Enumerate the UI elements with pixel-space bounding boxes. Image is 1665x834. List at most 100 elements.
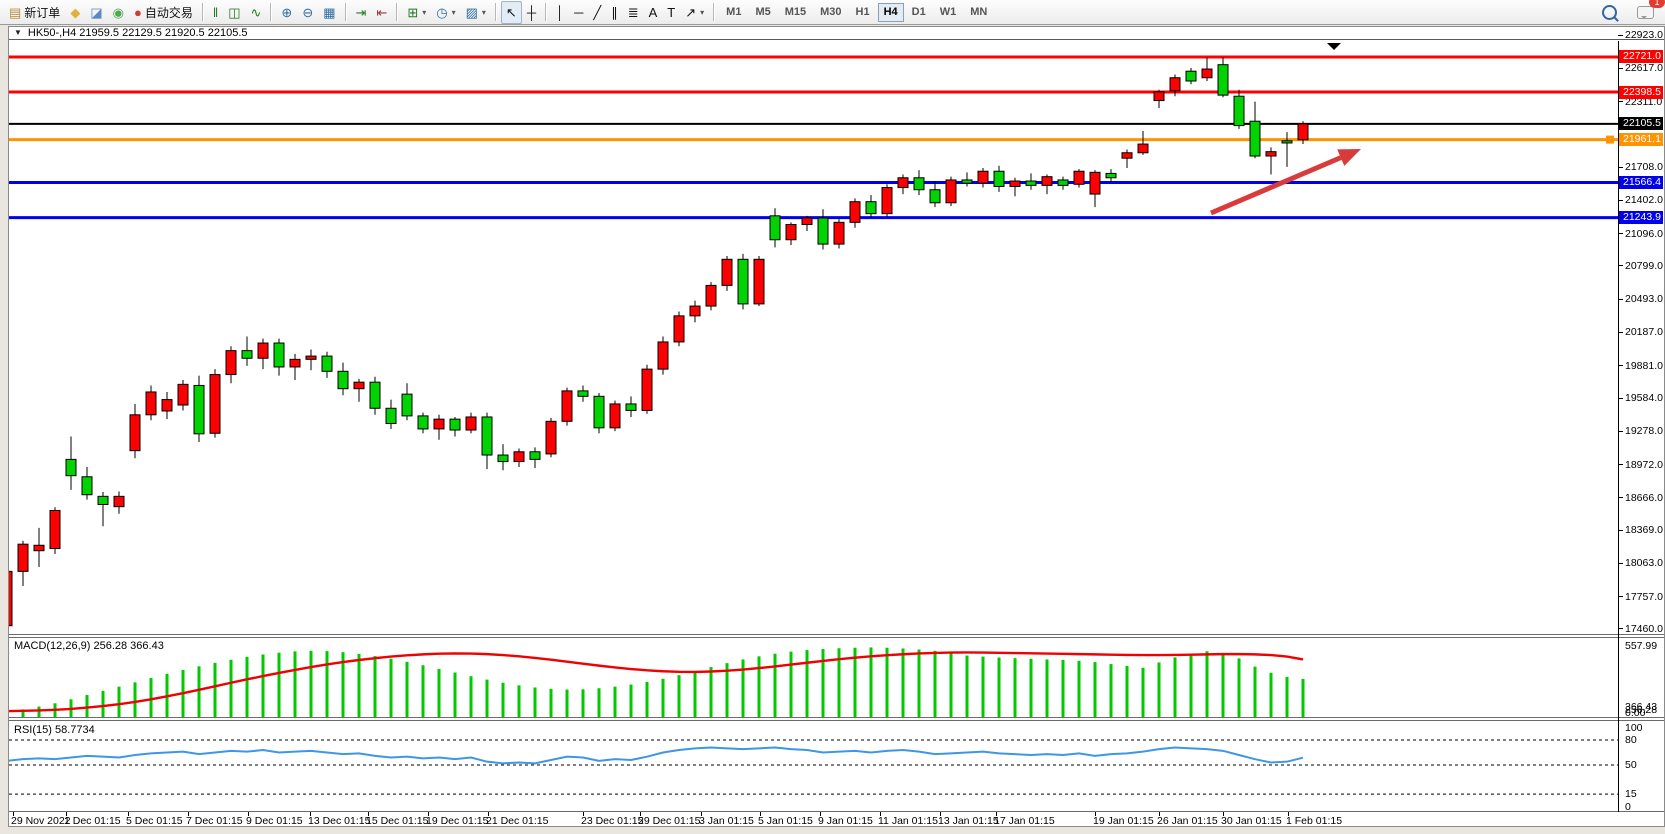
chart-shift-button[interactable]: ⇤ <box>371 1 392 24</box>
orange-line-handle[interactable] <box>1606 135 1614 144</box>
time-axis-label[interactable]: 13 Dec 01:15 <box>308 815 371 827</box>
equidistant-channel-button[interactable]: ∥ <box>606 1 623 24</box>
time-axis-label[interactable]: 21 Dec 01:15 <box>486 815 549 827</box>
time-axis-label[interactable]: 3 Jan 01:15 <box>699 815 754 827</box>
time-axis-label[interactable]: 23 Dec 01:15 <box>581 815 644 827</box>
search-button[interactable] <box>1597 1 1622 24</box>
timeframe-mn[interactable]: MN <box>970 5 988 18</box>
panel-separator[interactable] <box>9 634 1664 635</box>
templates-button[interactable]: ▨ ▾ <box>461 1 491 24</box>
trendline-button[interactable]: ╱ <box>588 1 606 24</box>
autotrading-button[interactable]: ● 自动交易 <box>129 1 198 24</box>
price-axis-label[interactable]: 20187.0 <box>1625 326 1663 339</box>
signals-button[interactable]: ◪ <box>85 1 107 24</box>
toolbar-separator <box>713 3 716 21</box>
macd-histogram-bar <box>37 706 41 717</box>
candle-down <box>929 189 941 204</box>
price-axis-label[interactable]: 21708.0 <box>1625 161 1663 174</box>
macd-histogram-bar <box>1205 651 1209 717</box>
periods-button[interactable]: ◷ ▾ <box>431 1 460 24</box>
time-axis-label[interactable]: 9 Dec 01:15 <box>246 815 303 827</box>
macd-histogram-bar <box>693 671 697 717</box>
price-axis-label[interactable]: 19584.0 <box>1625 392 1663 405</box>
time-axis-label[interactable]: 13 Jan 01:15 <box>938 815 999 827</box>
candle-up <box>1089 171 1101 195</box>
crosshair-button[interactable]: ┼ <box>522 1 541 24</box>
price-axis-tick <box>1618 529 1623 531</box>
price-axis-label[interactable]: 20799.0 <box>1625 259 1663 272</box>
price-axis-label[interactable]: 21096.0 <box>1625 227 1663 240</box>
price-axis-label[interactable]: 22923.0 <box>1625 29 1663 41</box>
candle-up <box>657 341 669 370</box>
time-axis-label[interactable]: 30 Jan 01:15 <box>1221 815 1282 827</box>
time-axis-label[interactable]: 11 Jan 01:15 <box>878 815 938 827</box>
price-axis-label[interactable]: 18063.0 <box>1625 557 1663 570</box>
timeframe-m1[interactable]: M1 <box>726 5 742 18</box>
macd-histogram-bar <box>565 689 569 717</box>
text-label-button[interactable]: T <box>662 1 680 24</box>
time-axis-tick <box>66 812 67 816</box>
timeframe-m30[interactable]: M30 <box>820 5 842 18</box>
time-axis-label[interactable]: 5 Jan 01:15 <box>758 815 813 827</box>
price-axis-label[interactable]: 22617.0 <box>1625 62 1663 75</box>
time-axis-label[interactable]: 1 Feb 01:15 <box>1286 815 1343 827</box>
macd-panel[interactable] <box>9 638 1618 717</box>
tile-windows-button[interactable]: ▦ <box>318 1 340 24</box>
time-axis-label[interactable]: 17 Jan 01:15 <box>994 815 1055 827</box>
chat-button[interactable]: 1 <box>1632 0 1665 24</box>
timeframe-m15[interactable]: M15 <box>784 5 807 18</box>
timeframe-w1[interactable]: W1 <box>939 5 957 18</box>
panel-separator[interactable] <box>9 720 1664 721</box>
timeframe-m5[interactable]: M5 <box>755 5 771 18</box>
timeframe-h1[interactable]: H1 <box>855 5 870 18</box>
auto-scroll-button[interactable]: ⇥ <box>351 1 372 24</box>
price-axis-label[interactable]: 21402.0 <box>1625 194 1663 207</box>
price-axis-label[interactable]: 18369.0 <box>1625 524 1663 537</box>
new-order-button-label: 新订单 <box>24 5 61 20</box>
vertical-line-button[interactable]: │ <box>551 1 569 24</box>
time-axis-label[interactable]: 9 Jan 01:15 <box>818 815 873 827</box>
indicators-button[interactable]: ⊞ ▾ <box>402 1 431 24</box>
tile-windows-icon: ▦ <box>323 4 336 20</box>
time-axis-label[interactable]: 19 Jan 01:15 <box>1093 815 1154 827</box>
price-axis-label[interactable]: 19881.0 <box>1625 359 1663 372</box>
price-axis-label[interactable]: 20493.0 <box>1625 293 1663 306</box>
price-axis-label[interactable]: 22311.0 <box>1625 95 1663 108</box>
fibonacci-button[interactable]: ≣ <box>623 1 644 24</box>
arrows-button[interactable]: ↗ ▾ <box>680 1 709 24</box>
bars-chart-button[interactable]: ‖ <box>208 1 223 24</box>
price-axis-tick <box>1618 497 1623 499</box>
price-chart-plot[interactable] <box>9 41 1618 634</box>
price-axis-label[interactable]: 17460.0 <box>1625 622 1663 635</box>
price-axis-label[interactable]: 18666.0 <box>1625 491 1663 504</box>
time-axis-label[interactable]: 29 Nov 2022 <box>11 815 71 827</box>
cursor-button[interactable]: ↖ <box>500 0 522 24</box>
zoom-in-button[interactable]: ⊕ <box>276 1 297 24</box>
price-axis-label[interactable]: 19278.0 <box>1625 425 1663 438</box>
time-axis-label[interactable]: 19 Dec 01:15 <box>426 815 489 827</box>
zoom-out-button[interactable]: ⊖ <box>297 1 318 24</box>
price-axis-label[interactable]: 17757.0 <box>1625 590 1663 603</box>
horizontal-line-button[interactable]: ─ <box>569 1 588 24</box>
candlestick-chart-button[interactable]: ◫ <box>223 1 245 24</box>
time-axis-label[interactable]: 29 Dec 01:15 <box>638 815 701 827</box>
chart-collapse-icon[interactable]: ▼ <box>14 28 22 37</box>
price-axis-label[interactable]: 18972.0 <box>1625 458 1663 471</box>
market-button[interactable]: ◆ <box>65 1 85 24</box>
time-axis-label[interactable]: 5 Dec 01:15 <box>126 815 183 827</box>
timeframe-d1[interactable]: D1 <box>911 5 926 18</box>
trend-arrow-annotation[interactable] <box>1210 155 1342 216</box>
timeframe-h4[interactable]: H4 <box>877 2 904 22</box>
line-chart-button[interactable]: ∿ <box>246 1 267 24</box>
rsi-panel[interactable] <box>9 721 1618 809</box>
time-axis-label[interactable]: 15 Dec 01:15 <box>366 815 429 827</box>
new-order-button[interactable]: ▤ 新订单 <box>4 1 65 24</box>
text-button[interactable]: A <box>644 1 663 24</box>
chart-shift-marker-icon[interactable] <box>1327 43 1341 50</box>
vps-button[interactable]: ◉ <box>108 1 129 24</box>
panel-separator[interactable] <box>9 637 1664 638</box>
time-axis-label[interactable]: 1 Dec 01:15 <box>64 815 121 827</box>
time-axis-label[interactable]: 7 Dec 01:15 <box>186 815 243 827</box>
time-axis-label[interactable]: 26 Jan 01:15 <box>1157 815 1218 827</box>
panel-separator[interactable] <box>9 717 1664 718</box>
